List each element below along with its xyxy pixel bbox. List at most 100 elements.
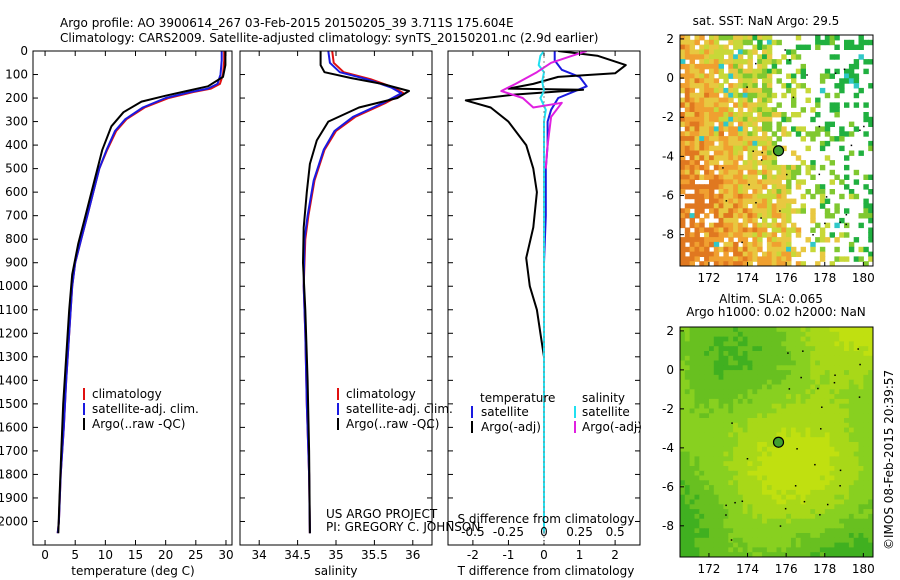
map-cell <box>800 136 806 142</box>
map-cell <box>699 63 705 70</box>
map-cell <box>733 461 739 467</box>
map-cell <box>680 160 686 166</box>
map-cell <box>694 542 700 548</box>
map-cell <box>699 489 705 496</box>
y-tick-label: 1200 <box>0 326 28 340</box>
map-cell <box>848 78 855 84</box>
y-tick-label: 1700 <box>0 444 28 458</box>
map-cell <box>684 475 691 481</box>
map-cell <box>834 360 840 366</box>
map-cell <box>728 518 734 525</box>
map-cell <box>839 87 845 94</box>
map-cell <box>834 331 840 338</box>
map-cell <box>742 446 749 453</box>
map-cell <box>868 432 873 438</box>
map-cell <box>723 475 729 481</box>
y-tick-label: 600 <box>5 185 28 199</box>
map-cell <box>815 461 821 467</box>
map-cell <box>762 150 768 156</box>
island-marker <box>755 201 757 204</box>
map-cell <box>689 251 695 257</box>
island-marker <box>787 352 789 354</box>
map-cell <box>689 485 695 491</box>
map-cell <box>858 489 864 496</box>
map-cell <box>684 351 691 357</box>
map-cell <box>810 470 816 477</box>
map-cell <box>728 140 734 147</box>
map-cell <box>848 44 855 50</box>
y-tick-label: 100 <box>5 68 28 82</box>
map-cell <box>718 475 724 481</box>
map-cell <box>766 466 773 472</box>
map-cell <box>810 136 816 142</box>
map-cell <box>776 246 782 253</box>
map-cell <box>795 418 802 424</box>
map-cell <box>718 59 724 65</box>
map-cell <box>771 547 778 553</box>
map-cell <box>718 49 724 55</box>
map-cell <box>747 331 753 338</box>
map-cell <box>680 475 686 481</box>
map-cell <box>858 370 864 376</box>
map-cell <box>733 140 739 147</box>
map-cell <box>723 140 729 147</box>
map-cell <box>737 552 744 557</box>
map-cell <box>709 121 715 127</box>
map-cell <box>824 403 831 410</box>
map-cell <box>863 432 869 438</box>
map-cell <box>704 213 710 219</box>
map-cell <box>863 456 869 462</box>
island-marker <box>794 485 797 487</box>
map-cell <box>718 150 724 156</box>
map-cell <box>815 222 821 229</box>
map-cell <box>680 346 686 352</box>
map-cell <box>723 164 729 171</box>
map-cell <box>776 174 782 180</box>
map-cell <box>689 126 695 132</box>
map-cell <box>771 189 778 195</box>
map-cell <box>733 54 739 60</box>
map-cell <box>704 437 710 443</box>
map-cell <box>834 442 840 448</box>
map-cell <box>713 442 720 448</box>
map-cell <box>829 360 835 366</box>
map-cell <box>762 384 768 390</box>
map-cell <box>742 83 749 89</box>
map-cell <box>848 542 855 548</box>
map-cell <box>752 346 758 352</box>
map-cell <box>718 237 724 243</box>
island-marker <box>788 388 791 390</box>
map-cell <box>791 327 797 333</box>
map-cell <box>762 112 768 118</box>
map-cell <box>694 547 700 553</box>
map-cell <box>718 136 724 142</box>
map-cell <box>747 398 753 405</box>
map-cell <box>834 432 840 438</box>
map-cell <box>752 461 758 467</box>
map-cell <box>819 251 826 257</box>
map-cell <box>704 394 710 400</box>
map-cell <box>791 227 797 233</box>
map-cell <box>752 179 758 185</box>
map-cell <box>684 528 691 534</box>
map-cell <box>834 355 840 362</box>
map-cell <box>704 542 710 548</box>
map-cell <box>694 346 700 352</box>
map-cell <box>863 203 869 209</box>
map-cell <box>718 461 724 467</box>
map-cell <box>781 408 787 414</box>
map-cell <box>853 193 860 200</box>
map-cell <box>844 384 850 390</box>
map-cell <box>839 403 845 410</box>
map-cell <box>680 427 686 433</box>
map-cell <box>752 418 758 424</box>
map-cell <box>762 184 768 190</box>
map-cell <box>747 116 753 123</box>
map-cell <box>824 126 831 132</box>
map-cell <box>684 213 691 219</box>
map-cell <box>728 49 734 55</box>
island-marker <box>752 150 754 152</box>
map-cell <box>766 193 773 200</box>
map-cell <box>863 208 869 214</box>
map-cell <box>752 446 758 453</box>
